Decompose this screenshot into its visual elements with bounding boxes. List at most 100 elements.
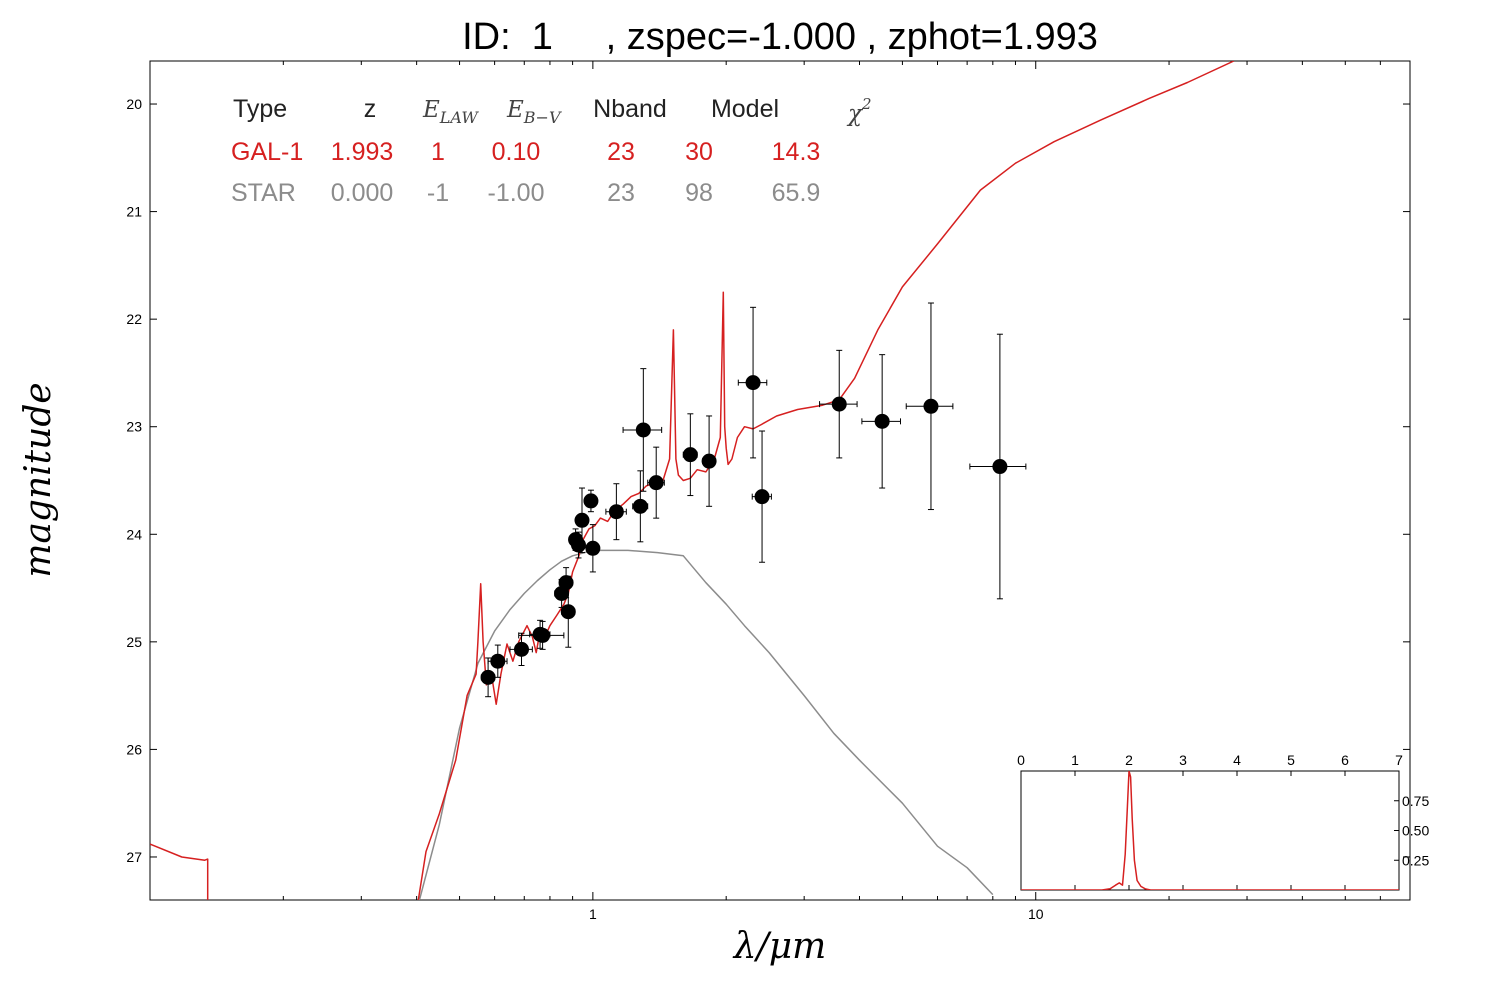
- inset-x-tick-label: 7: [1395, 752, 1403, 768]
- inset-x-tick-label: 6: [1341, 752, 1349, 768]
- y-tick-label: 24: [126, 526, 142, 542]
- point-marker: [513, 641, 529, 657]
- data-point: [701, 415, 717, 507]
- data-point: [861, 354, 901, 489]
- inset-x-tick-label: 4: [1233, 752, 1241, 768]
- point-marker: [608, 504, 624, 520]
- data-point: [560, 575, 576, 648]
- inset-x-tick-label: 0: [1017, 752, 1025, 768]
- point-marker: [535, 627, 551, 643]
- x-tick-label: 10: [1028, 906, 1044, 922]
- inset-y-tick-label: 0.50: [1402, 823, 1429, 839]
- y-tick-label: 20: [126, 96, 142, 112]
- point-marker: [635, 422, 651, 438]
- table-cell-chi2: 14.3: [772, 138, 821, 166]
- table-row: GAL-1 1.993 1 0.10 23 30 14.3: [231, 138, 820, 166]
- inset-pdf-line: [1021, 771, 1399, 890]
- inset-y-tick-label: 0.25: [1402, 852, 1429, 868]
- data-point: [622, 368, 663, 492]
- chart-title: ID: 1 , zspec=-1.000 , zphot=1.993: [462, 16, 1098, 58]
- data-point: [574, 487, 590, 554]
- point-marker: [570, 537, 586, 553]
- table-rows: GAL-1 1.993 1 0.10 23 30 14.3 STAR 0.000 -1 -1.00 2…: [231, 138, 820, 207]
- table-cell-nband: 23: [607, 179, 635, 207]
- data-point: [969, 333, 1027, 600]
- point-marker: [701, 453, 717, 469]
- galaxy-line: [150, 61, 1235, 900]
- inset-x-tick-label: 3: [1179, 752, 1187, 768]
- star-line: [418, 549, 994, 900]
- point-marker: [560, 604, 576, 620]
- table-cell-ebv: -1.00: [488, 179, 545, 207]
- data-point: [751, 430, 772, 563]
- point-marker: [874, 413, 890, 429]
- table-header-elaw: ELAW: [422, 97, 479, 127]
- point-marker: [923, 398, 939, 414]
- table-header-nband: Nband: [593, 95, 667, 123]
- point-marker: [480, 669, 496, 685]
- inset-x-tick-label: 5: [1287, 752, 1295, 768]
- data-point: [605, 483, 627, 541]
- table-cell-type: STAR: [231, 179, 296, 207]
- table-cell-z: 1.993: [331, 138, 394, 166]
- inset-frame: [1020, 770, 1400, 891]
- y-tick-label: 26: [126, 741, 142, 757]
- inset-x-tick-label: 2: [1125, 752, 1133, 768]
- table-cell-law: -1: [427, 179, 449, 207]
- point-marker: [558, 575, 574, 591]
- y-tick-label: 25: [126, 634, 142, 650]
- table-cell-ebv: 0.10: [492, 138, 541, 166]
- table-header-z: z: [364, 95, 377, 123]
- x-axis-label: λ/μm: [732, 926, 826, 967]
- data-point: [583, 489, 599, 513]
- plot-frame: [149, 60, 1411, 901]
- point-marker: [490, 653, 506, 669]
- table-cell-z: 0.000: [331, 179, 394, 207]
- inset-y-tick-label: 0.75: [1402, 793, 1429, 809]
- y-tick-label: 23: [126, 419, 142, 435]
- inset-ticks: 0 1 2 3 4 5 6 7 0.25 0.50 0.75: [1017, 752, 1429, 890]
- x-axis-ticks: 1 10: [149, 61, 1411, 922]
- data-point: [487, 644, 508, 678]
- data-point: [737, 306, 768, 459]
- table-header-model: Model: [711, 95, 779, 123]
- point-marker: [754, 489, 770, 505]
- y-tick-label: 22: [126, 311, 142, 327]
- x-tick-label: 1: [589, 906, 597, 922]
- point-marker: [745, 375, 761, 391]
- data-point: [518, 620, 565, 650]
- photometry-points: [480, 302, 1027, 698]
- data-point: [819, 349, 858, 459]
- y-tick-label: 27: [126, 849, 142, 865]
- table-header-ebv: EB−V: [506, 97, 562, 127]
- table-cell-model: 98: [685, 179, 713, 207]
- point-marker: [574, 512, 590, 528]
- y-axis-label: magnitude: [18, 382, 59, 577]
- point-marker: [648, 475, 664, 491]
- point-marker: [992, 459, 1008, 475]
- data-point: [509, 632, 533, 667]
- table-cell-chi2: 65.9: [772, 179, 821, 207]
- table-cell-nband: 23: [607, 138, 635, 166]
- table-cell-type: GAL-1: [231, 138, 303, 166]
- data-point: [585, 524, 601, 573]
- inset-pdf-curve: [1021, 771, 1399, 890]
- y-tick-label: 21: [126, 204, 142, 220]
- table-row: STAR 0.000 -1 -1.00 23 98 65.9: [231, 179, 820, 207]
- data-point: [905, 302, 954, 511]
- data-point: [647, 446, 665, 519]
- table-cell-model: 30: [685, 138, 713, 166]
- table-header-type: Type: [233, 95, 287, 123]
- galaxy-sed-curve: [150, 61, 1235, 900]
- point-marker: [583, 493, 599, 509]
- point-marker: [682, 447, 698, 463]
- redshift-pdf-inset: 0 1 2 3 4 5 6 7 0.25 0.50 0.75: [1017, 752, 1429, 891]
- inset-x-tick-label: 1: [1071, 752, 1079, 768]
- point-marker: [585, 540, 601, 556]
- point-marker: [831, 396, 847, 412]
- data-point: [480, 657, 496, 698]
- table-cell-law: 1: [431, 138, 445, 166]
